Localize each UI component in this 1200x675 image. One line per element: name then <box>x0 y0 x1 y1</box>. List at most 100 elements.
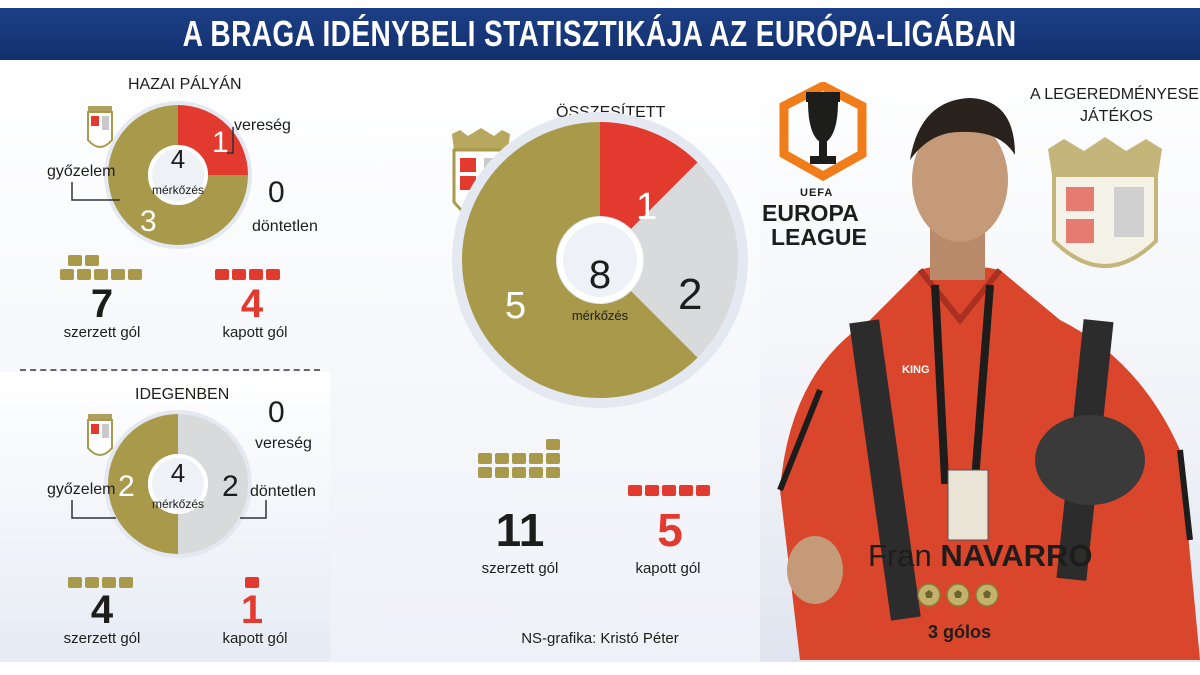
goal-mark <box>512 453 526 464</box>
goal-mark <box>215 269 229 280</box>
europa-league-trophy-icon <box>779 82 867 182</box>
logo-uefa: UEFA <box>800 187 834 199</box>
overall-donut <box>452 112 748 408</box>
away-draw-value: 2 <box>222 470 239 503</box>
player-heading-line2: JÁTÉKOS <box>1080 108 1153 125</box>
home-draw-label: döntetlen <box>252 218 318 235</box>
away-loss-label: vereség <box>255 435 312 452</box>
title-bar: A BRAGA IDÉNYBELI STATISZTIKÁJA AZ EURÓP… <box>0 8 1200 60</box>
home-draw-value: 0 <box>268 176 285 209</box>
logo-line1: EUROPA <box>762 200 859 226</box>
goal-mark <box>60 269 74 280</box>
ring-slice-vereség <box>600 122 698 229</box>
goal-mark <box>628 485 642 496</box>
away-ring <box>108 414 248 554</box>
ring-slice-győzelem <box>108 414 178 554</box>
overall-total-label: mérkőzés <box>571 308 629 323</box>
away-total-label: mérkőzés <box>151 497 204 511</box>
home-loss-pointer <box>227 127 234 154</box>
football-icon <box>946 583 970 607</box>
home-conceded-marks <box>215 260 295 280</box>
ring-slice-győzelem <box>462 122 698 398</box>
goal-mark <box>128 269 142 280</box>
away-win-pointer <box>71 500 116 519</box>
goal-mark <box>85 255 99 266</box>
goal-mark <box>662 485 676 496</box>
away-label: IDEGENBEN <box>135 386 230 403</box>
home-scored-marks <box>60 248 150 280</box>
logo-line2: LEAGUE <box>771 224 867 250</box>
goal-mark <box>111 269 125 280</box>
overall-loss-value: 1 <box>636 186 658 228</box>
overall-conceded-marks <box>628 476 718 496</box>
goal-mark <box>249 269 263 280</box>
home-total: 4 <box>170 144 186 174</box>
goal-mark <box>495 453 509 464</box>
page-title: A BRAGA IDÉNYBELI STATISZTIKÁJA AZ EURÓP… <box>183 13 1017 54</box>
player-heading-line1: A LEGEREDMÉNYESEBB <box>1030 86 1200 103</box>
goal-mark <box>68 255 82 266</box>
goal-mark <box>102 577 116 588</box>
credit: NS-grafika: Kristó Péter <box>521 630 679 647</box>
braga-crest-icon <box>87 106 113 148</box>
home-label: HAZAI PÁLYÁN <box>128 76 242 93</box>
goal-mark <box>529 453 543 464</box>
goal-mark <box>529 467 543 478</box>
home-loss-value: 1 <box>212 126 229 159</box>
goal-balls <box>916 582 1006 610</box>
player-first-name: Fran <box>868 538 932 573</box>
player-photo <box>777 98 1200 660</box>
goal-mark <box>645 485 659 496</box>
goal-mark <box>245 577 259 588</box>
away-donut <box>104 410 252 558</box>
goal-mark <box>546 439 560 450</box>
ring-slice-döntetlen <box>178 414 248 554</box>
home-conceded-value: 4 <box>240 282 264 326</box>
player-last-name: NAVARRO <box>940 538 1093 573</box>
player-goals: 3 gólos <box>928 622 992 642</box>
divider <box>20 369 320 371</box>
goal-mark <box>77 269 91 280</box>
away-win-label: győzelem <box>47 481 116 498</box>
away-conceded-marks <box>245 568 275 588</box>
goal-mark <box>266 269 280 280</box>
overall-scored-label: szerzett gól <box>481 560 559 577</box>
goal-mark <box>478 453 492 464</box>
home-win-value: 3 <box>140 205 157 238</box>
goal-mark <box>512 467 526 478</box>
ring-slice-vereség <box>178 105 248 175</box>
goal-mark <box>68 577 82 588</box>
home-win-pointer <box>71 182 120 201</box>
away-scored-marks <box>68 568 148 588</box>
goal-mark <box>679 485 693 496</box>
home-scored-value: 7 <box>90 282 114 326</box>
home-win-label: győzelem <box>47 163 116 180</box>
home-scored-label: szerzett gól <box>63 324 141 341</box>
overall-scored-value: 11 <box>495 504 545 556</box>
braga-crest-icon <box>87 414 113 456</box>
ring-slice-győzelem <box>108 105 248 245</box>
overall-win-value: 5 <box>505 285 527 327</box>
away-conceded-value: 1 <box>240 588 264 632</box>
away-win-value: 2 <box>118 470 135 503</box>
player-name: Fran NAVARRO <box>868 538 1093 574</box>
away-scored-value: 4 <box>90 588 114 632</box>
away-draw-label: döntetlen <box>250 483 316 500</box>
goal-mark <box>696 485 710 496</box>
away-loss-value: 0 <box>268 396 285 429</box>
overall-draw-value: 2 <box>678 270 703 319</box>
home-total-label: mérkőzés <box>151 183 204 197</box>
overall-conceded-label: kapott gól <box>635 560 701 577</box>
home-conceded-label: kapott gól <box>222 324 288 341</box>
away-conceded-label: kapott gól <box>222 630 288 647</box>
braga-crest-icon <box>1048 137 1162 268</box>
shirt-text: KING <box>902 364 930 376</box>
goal-mark <box>495 467 509 478</box>
overall-scored-marks <box>478 438 568 478</box>
goal-mark <box>478 467 492 478</box>
football-icon <box>975 583 999 607</box>
overall-total: 8 <box>588 253 612 297</box>
goal-mark <box>85 577 99 588</box>
goal-mark <box>232 269 246 280</box>
overall-ring <box>462 122 738 398</box>
